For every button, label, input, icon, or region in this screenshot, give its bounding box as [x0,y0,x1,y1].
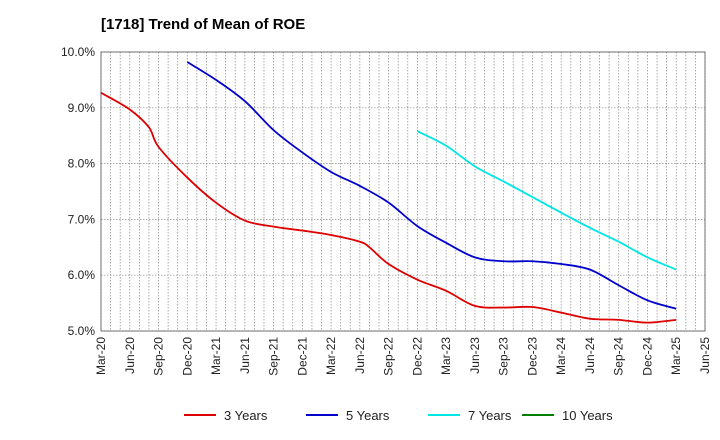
y-axis-ticks: 5.0% 6.0% 7.0% 8.0% 9.0% 10.0% [61,45,95,338]
x-tick-label: Dec-23 [525,337,539,376]
x-tick-label: Jun-22 [353,337,367,374]
y-tick-label: 9.0% [68,101,96,115]
x-tick-label: Mar-24 [554,337,568,375]
y-tick-label: 8.0% [68,157,96,171]
legend-label: 7 Years [468,408,512,423]
y-tick-label: 5.0% [68,324,96,338]
x-tick-label: Dec-21 [295,337,309,376]
x-tick-label: Jun-23 [468,337,482,374]
x-tick-label: Jun-20 [123,337,137,374]
grid-lines [100,51,706,332]
series-line-2 [186,61,677,310]
x-axis-ticks: Mar-20 Jun-20 Sep-20 Dec-20 Mar-21 Jun-21 Sep-… [94,337,712,376]
x-tick-label: Jun-21 [238,337,252,374]
legend: 3 Years 5 Years 7 Years 10 Years [184,408,613,423]
x-tick-label: Dec-20 [180,337,194,376]
x-tick-label: Sep-24 [612,337,626,376]
x-tick-label: Dec-24 [640,337,654,376]
chart-title: [1718] Trend of Mean of ROE [101,16,305,33]
legend-label: 3 Years [224,408,268,423]
x-tick-label: Mar-21 [209,337,223,375]
x-tick-label: Sep-22 [382,337,396,376]
y-tick-label: 6.0% [68,268,96,282]
x-tick-label: Mar-20 [94,337,108,375]
plot-area [101,52,705,331]
x-tick-label: Sep-20 [152,337,166,376]
plot-background [101,52,705,331]
x-tick-label: Jun-25 [698,337,712,374]
y-tick-label: 10.0% [61,45,95,59]
x-tick-label: Mar-25 [669,337,683,375]
legend-label: 5 Years [346,408,390,423]
series-lines [100,61,677,324]
x-tick-label: Mar-23 [439,337,453,375]
x-tick-label: Sep-21 [267,337,281,376]
plot-border [100,51,706,332]
x-tick-label: Jun-24 [583,337,597,374]
x-tick-label: Sep-23 [497,337,511,376]
x-tick-label: Mar-22 [324,337,338,375]
series-line-3 [416,130,677,271]
x-tick-label: Dec-22 [410,337,424,376]
y-tick-label: 7.0% [68,212,96,226]
series-line-1 [100,91,677,324]
legend-label: 10 Years [562,408,613,423]
